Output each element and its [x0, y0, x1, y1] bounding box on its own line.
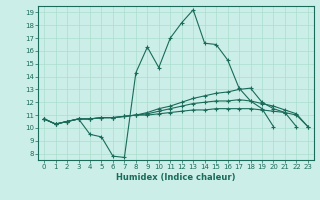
X-axis label: Humidex (Indice chaleur): Humidex (Indice chaleur) [116, 173, 236, 182]
